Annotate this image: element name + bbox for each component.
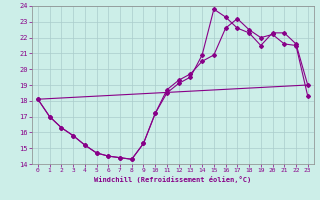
X-axis label: Windchill (Refroidissement éolien,°C): Windchill (Refroidissement éolien,°C) bbox=[94, 176, 252, 183]
